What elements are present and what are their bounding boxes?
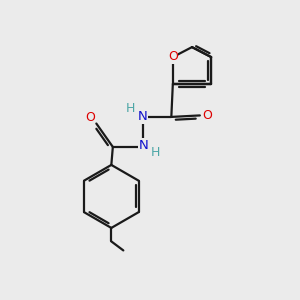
- Text: O: O: [202, 109, 212, 122]
- Text: H: H: [151, 146, 160, 159]
- Text: H: H: [125, 102, 135, 115]
- Text: O: O: [168, 50, 178, 63]
- Text: O: O: [85, 111, 95, 124]
- Text: N: N: [137, 110, 147, 123]
- Text: N: N: [139, 139, 148, 152]
